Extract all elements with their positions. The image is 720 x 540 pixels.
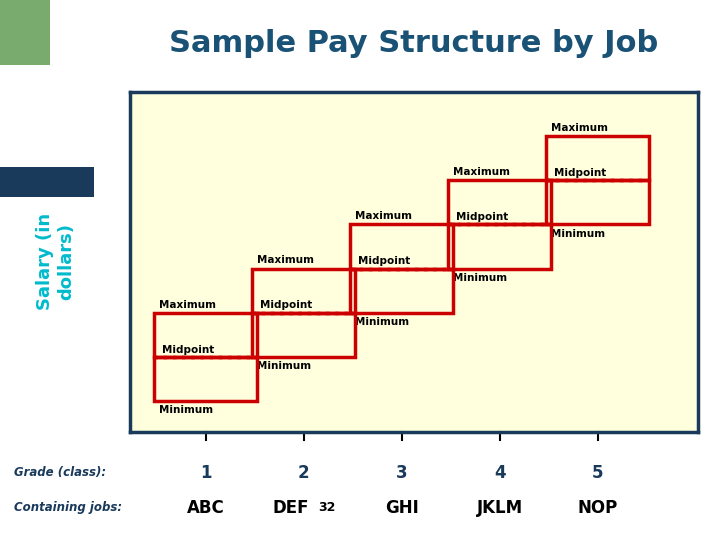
Text: DEF: DEF [272, 498, 309, 517]
Text: Maximum: Maximum [355, 211, 412, 221]
Text: 4: 4 [494, 463, 505, 482]
Bar [252, 268, 355, 313]
Bar [449, 180, 552, 224]
Text: Midpoint: Midpoint [260, 300, 312, 310]
Text: 2: 2 [298, 463, 310, 482]
Bar [154, 357, 257, 401]
Text: Grade (class):: Grade (class): [14, 466, 107, 479]
Text: Minimum: Minimum [453, 273, 508, 283]
Text: Sample Pay Structure by Job: Sample Pay Structure by Job [169, 29, 659, 58]
Text: Midpoint: Midpoint [456, 212, 508, 222]
Text: Minimum: Minimum [355, 317, 409, 327]
Text: Minimum: Minimum [257, 361, 311, 372]
Text: Containing jobs:: Containing jobs: [14, 501, 122, 514]
Bar [546, 136, 649, 180]
Text: 3: 3 [396, 463, 408, 482]
Bar [0, 167, 94, 197]
Text: NOP: NOP [577, 498, 618, 517]
Bar [0, 0, 104, 65]
Text: Minimum: Minimum [552, 229, 606, 239]
Bar [154, 313, 257, 357]
Text: Maximum: Maximum [159, 300, 216, 309]
Text: Maximum: Maximum [552, 123, 608, 133]
Text: Salary (in
dollars): Salary (in dollars) [36, 213, 75, 310]
Text: 5: 5 [592, 463, 603, 482]
Text: 32: 32 [318, 501, 336, 514]
Text: Maximum: Maximum [453, 167, 510, 177]
Bar [449, 224, 552, 268]
Text: Midpoint: Midpoint [358, 256, 410, 266]
Text: Midpoint: Midpoint [162, 345, 215, 355]
Text: 1: 1 [200, 463, 212, 482]
Bar [546, 180, 649, 224]
Bar [350, 268, 453, 313]
Text: Maximum: Maximum [257, 255, 314, 266]
Text: ABC: ABC [186, 498, 225, 517]
Text: Midpoint: Midpoint [554, 168, 606, 178]
Bar [350, 224, 453, 268]
Text: GHI: GHI [385, 498, 418, 517]
Text: JKLM: JKLM [477, 498, 523, 517]
Bar [252, 313, 355, 357]
Text: Minimum: Minimum [159, 406, 213, 415]
Bar [50, 0, 194, 130]
